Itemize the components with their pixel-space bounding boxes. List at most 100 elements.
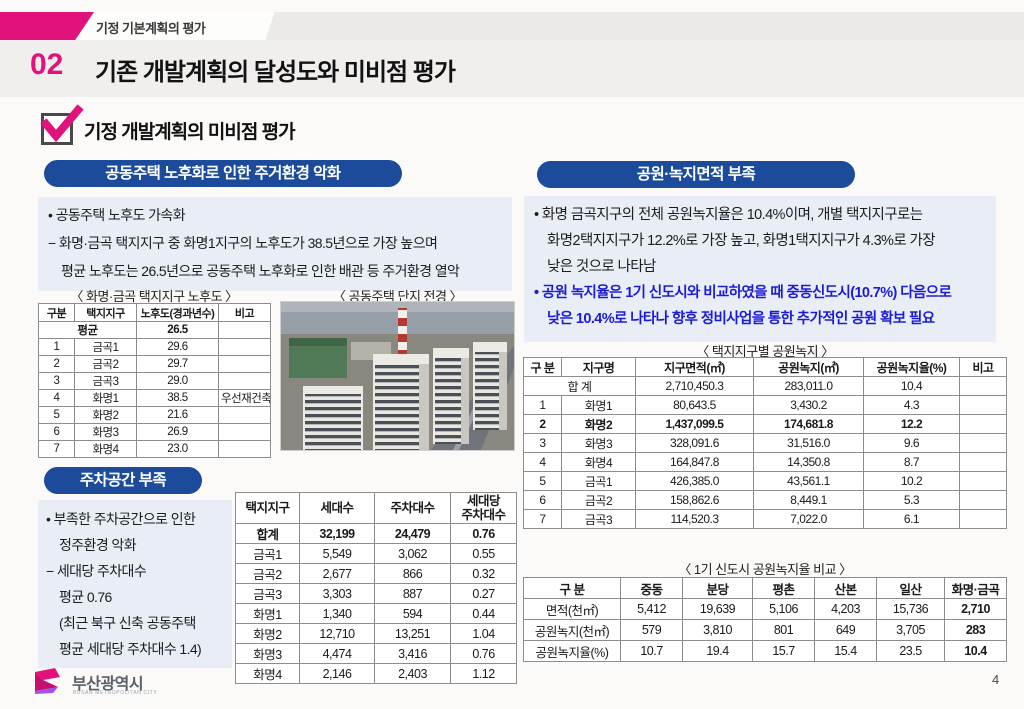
bullet-line: − 세대당 주차대수 (46, 563, 147, 579)
column-header: 중동 (620, 577, 683, 599)
table-cell: 283 (944, 619, 1007, 641)
table-cell: 5 (523, 471, 562, 491)
table-row: 4 화명1 38.5 우선재건축 (38, 389, 271, 407)
table-cell: 공원녹지(천㎡) (523, 619, 621, 641)
table-row: 금곡2 2,677 866 0.32 (235, 563, 517, 584)
bullet-line: 평균 노후도는 26.5년으로 공동주택 노후화로 인한 배관 등 주거환경 열… (61, 263, 460, 279)
column-header: 노후도(경과년수) (136, 303, 219, 322)
table-cell (959, 490, 1007, 510)
table-cell: 0.76 (450, 643, 517, 664)
table-cell: 38.5 (136, 389, 219, 407)
column-header: 일산 (876, 577, 945, 599)
table-cell: 금곡1 (561, 471, 636, 491)
footer-logo-subtext: BUSAN METROPOLITAN CITY (73, 690, 158, 696)
bullet-line: • 공동주택 노후도 가속화 (48, 207, 186, 223)
table-cell: 공원녹지율(%) (523, 640, 621, 662)
table-cell: 4,474 (299, 643, 375, 664)
park-green-table: 구 분 지구명 지구면적(㎡) 공원녹지(㎡) 공원녹지율(%) 비고 합 계 2,710,4… (523, 357, 1007, 529)
table-cell: 10.4 (944, 640, 1007, 662)
table-cell (218, 423, 271, 441)
table-row: 1 금곡1 29.6 (38, 338, 271, 356)
table-row: 6 화명3 26.9 (38, 423, 271, 441)
table-cell: 4,203 (814, 598, 877, 620)
table-cell: 2,146 (299, 663, 375, 684)
table-cell: 328,091.6 (635, 433, 754, 453)
table-cell (218, 372, 271, 390)
bullet-line: 낮은 것으로 나타남 (547, 259, 656, 275)
column-header: 산본 (814, 577, 877, 599)
table-cell: 1.12 (450, 663, 517, 684)
table-cell: 7 (523, 509, 562, 529)
table-cell: 80,643.5 (635, 395, 754, 415)
bullet-line: 화명2택지지구가 12.2%로 가장 높고, 화명1택지지구가 4.3%로 가장 (547, 233, 936, 249)
table-cell: 평균 (38, 321, 137, 339)
table-cell: 면적(천㎡) (523, 598, 621, 620)
table-cell: 금곡2 (74, 355, 137, 373)
table-cell: 5 (38, 406, 75, 424)
table-cell: 5,412 (620, 598, 683, 620)
column-header: 주차대수 (374, 492, 451, 524)
page-number: 4 (992, 672, 1000, 687)
check-icon (40, 104, 84, 143)
table-cell: 114,520.3 (635, 509, 754, 529)
aging-text-panel: • 공동주택 노후도 가속화 − 화명·금곡 택지지구 중 화명1지구의 노후도… (38, 197, 512, 291)
table-cell: 19,639 (682, 598, 753, 620)
table-row: 4 화명4 164,847.8 14,350.8 8.7 (523, 452, 1007, 472)
column-header: 비고 (959, 357, 1007, 377)
table-cell: 화명3 (561, 433, 636, 453)
table-cell: 화명4 (235, 663, 300, 684)
table-cell: 3,430.2 (753, 395, 864, 415)
table-cell: 0.55 (450, 543, 517, 564)
aging-table-caption: 〈 화명·금곡 택지지구 노후도 〉 (70, 289, 238, 304)
table-cell: 3 (38, 372, 75, 390)
section-header-aging: 공동주택 노후화로 인한 주거환경 악화 (44, 160, 402, 187)
photo-caption: 〈 공동주택 단지 전경 〉 (332, 289, 463, 304)
table-cell: 화명1 (235, 603, 300, 624)
table-cell (959, 509, 1007, 529)
table-cell: 31,516.0 (753, 433, 864, 453)
table-cell: 금곡1 (235, 543, 300, 564)
table-row: 합 계 2,710,450.3 283,011.0 10.4 (523, 376, 1007, 396)
table-row: 화명2 12,710 13,251 1.04 (235, 623, 517, 644)
table-row: 금곡3 3,303 887 0.27 (235, 583, 517, 604)
table-cell: 3,303 (299, 583, 375, 604)
table-cell: 23.0 (136, 440, 219, 458)
table-cell: 화명1 (74, 389, 137, 407)
column-header: 세대수 (299, 492, 375, 524)
table-cell: 금곡1 (74, 338, 137, 356)
column-header: 택지지구 (74, 303, 137, 322)
table-cell (959, 471, 1007, 491)
apartment-photo-image (281, 302, 514, 450)
table-cell (959, 452, 1007, 472)
table-row: 6 금곡2 158,862.6 8,449.1 5.3 (523, 490, 1007, 510)
table-cell: 15,736 (876, 598, 945, 620)
table-cell: 12,710 (299, 623, 375, 644)
table-row: 3 금곡3 29.0 (38, 372, 271, 390)
table-cell: 화명4 (561, 452, 636, 472)
table-cell: 금곡2 (561, 490, 636, 510)
table-cell: 866 (374, 563, 451, 584)
table-cell: 164,847.8 (635, 452, 754, 472)
column-header: 화명·금곡 (944, 577, 1007, 599)
table-cell: 7 (38, 440, 75, 458)
table-cell: 0.27 (450, 583, 517, 604)
table-cell: 3,062 (374, 543, 451, 564)
table-cell: 5.3 (863, 490, 960, 510)
table-cell: 283,011.0 (753, 376, 864, 396)
table-cell: 9.6 (863, 433, 960, 453)
bullet-line: 정주환경 악화 (59, 537, 137, 553)
table-cell: 금곡3 (74, 372, 137, 390)
table-cell (218, 440, 271, 458)
table-cell: 1.04 (450, 623, 517, 644)
note-line: • 공원 녹지율은 1기 신도시와 비교하였을 때 중동신도시(10.7%) 다… (534, 285, 952, 301)
table-cell: 10.4 (863, 376, 960, 396)
table-cell: 화명1 (561, 395, 636, 415)
table-cell: 금곡2 (235, 563, 300, 584)
apartment-photo (280, 301, 515, 451)
park-table2-caption: 〈 1기 신도시 공원녹지율 비교 〉 (678, 562, 852, 577)
aging-table: 구분 택지지구 노후도(경과년수) 비고 평균 26.5 1 금곡1 29.6 2 금곡2 29.7 3… (38, 303, 271, 458)
table-cell: 1 (38, 338, 75, 356)
page-title: 기존 개발계획의 달성도와 미비점 평가 (95, 59, 456, 86)
park-text-panel: • 화명 금곡지구의 전체 공원녹지율은 10.4%이며, 개별 택지지구로는 … (524, 196, 996, 342)
table-cell: 174,681.8 (753, 414, 864, 434)
